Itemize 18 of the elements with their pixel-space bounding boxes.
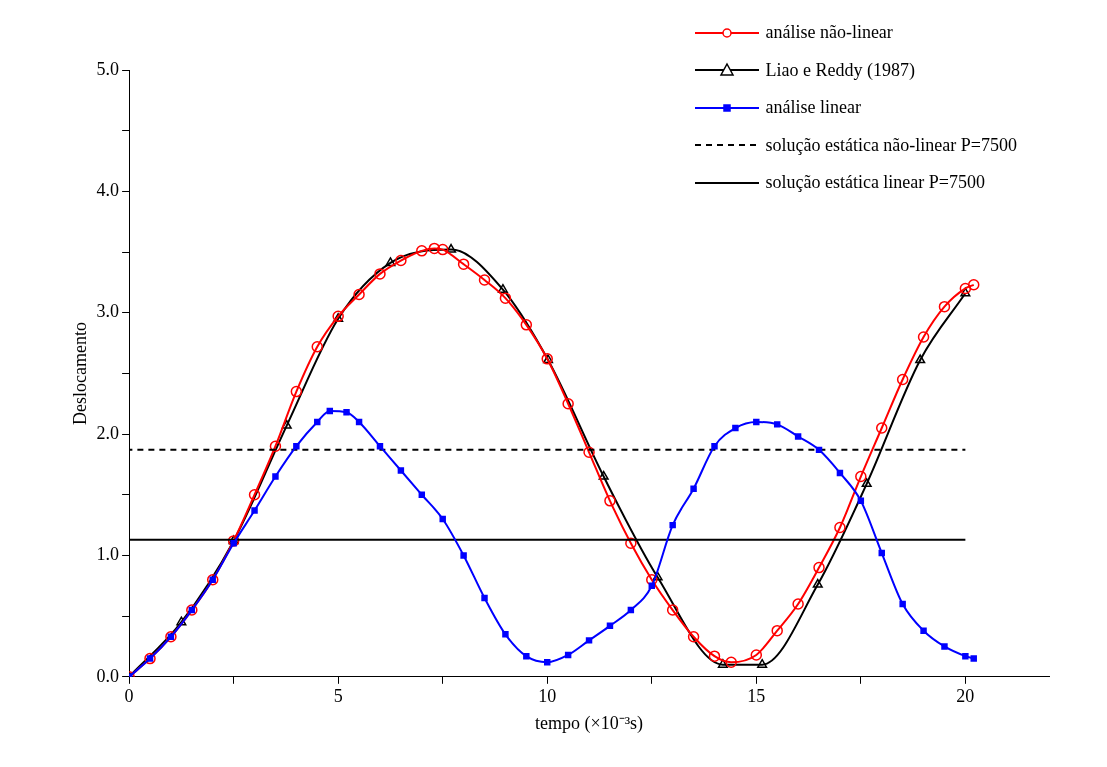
x-tick-label: 15	[747, 686, 766, 707]
legend-label: solução estática linear P=7500	[765, 172, 986, 194]
x-tick-label: 5	[333, 686, 343, 707]
y-tick-label: 0.0	[96, 665, 120, 686]
x-tick-label: 10	[538, 686, 557, 707]
x-tick-label: 0	[124, 686, 134, 707]
y-tick-label: 2.0	[96, 422, 120, 443]
legend-label: Liao e Reddy (1987)	[765, 59, 915, 81]
x-tick-label: 20	[956, 686, 975, 707]
legend-label: análise não-linear	[765, 22, 893, 44]
y-tick-label: 4.0	[96, 180, 120, 201]
y-tick-label: 5.0	[96, 58, 120, 79]
legend-label: análise linear	[765, 97, 861, 119]
y-tick-label: 1.0	[96, 544, 120, 565]
x-axis-title: tempo (×10⁻³s)	[535, 712, 644, 734]
legend-label: solução estática não-linear P=7500	[765, 134, 1017, 156]
y-axis-title: Deslocamento	[69, 321, 90, 425]
y-tick-label: 3.0	[96, 301, 120, 322]
